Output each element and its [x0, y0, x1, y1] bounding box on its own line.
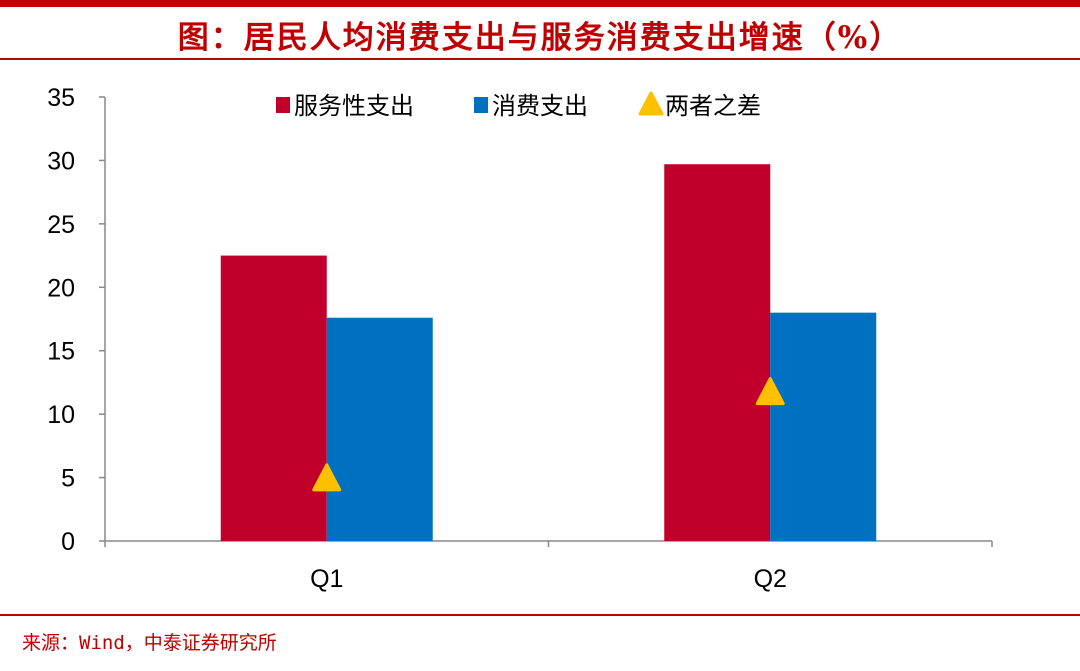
y-tick-label: 25	[47, 211, 75, 239]
bar-服务性支出	[664, 164, 771, 541]
triangle-point	[312, 463, 342, 492]
legend-swatch	[276, 97, 290, 113]
title-divider	[0, 58, 1080, 60]
y-tick-label: 30	[47, 147, 75, 175]
legend-triangle	[638, 91, 664, 116]
bar-消费支出	[326, 317, 433, 541]
x-tick-label: Q1	[310, 565, 343, 593]
top-bar	[0, 0, 1080, 7]
triangle-point	[755, 377, 785, 406]
legend-label: 服务性支出	[294, 92, 414, 120]
legend-label: 两者之差	[665, 92, 761, 120]
y-tick-label: 10	[47, 401, 75, 429]
footer-divider	[0, 614, 1080, 616]
y-tick-label: 0	[61, 528, 75, 556]
y-tick-label: 20	[47, 274, 75, 302]
chart-title: 图：居民人均消费支出与服务消费支出增速（%）	[177, 20, 903, 56]
legend-label: 消费支出	[492, 92, 588, 120]
legend-swatch	[474, 97, 488, 113]
x-tick-label: Q2	[754, 565, 787, 593]
y-tick-label: 15	[47, 338, 75, 366]
y-tick-label: 35	[47, 84, 75, 112]
bar-消费支出	[770, 312, 877, 541]
source-note: 来源：Wind，中泰证券研究所	[22, 632, 277, 654]
y-tick-label: 5	[61, 465, 75, 493]
bar-服务性支出	[220, 255, 327, 542]
